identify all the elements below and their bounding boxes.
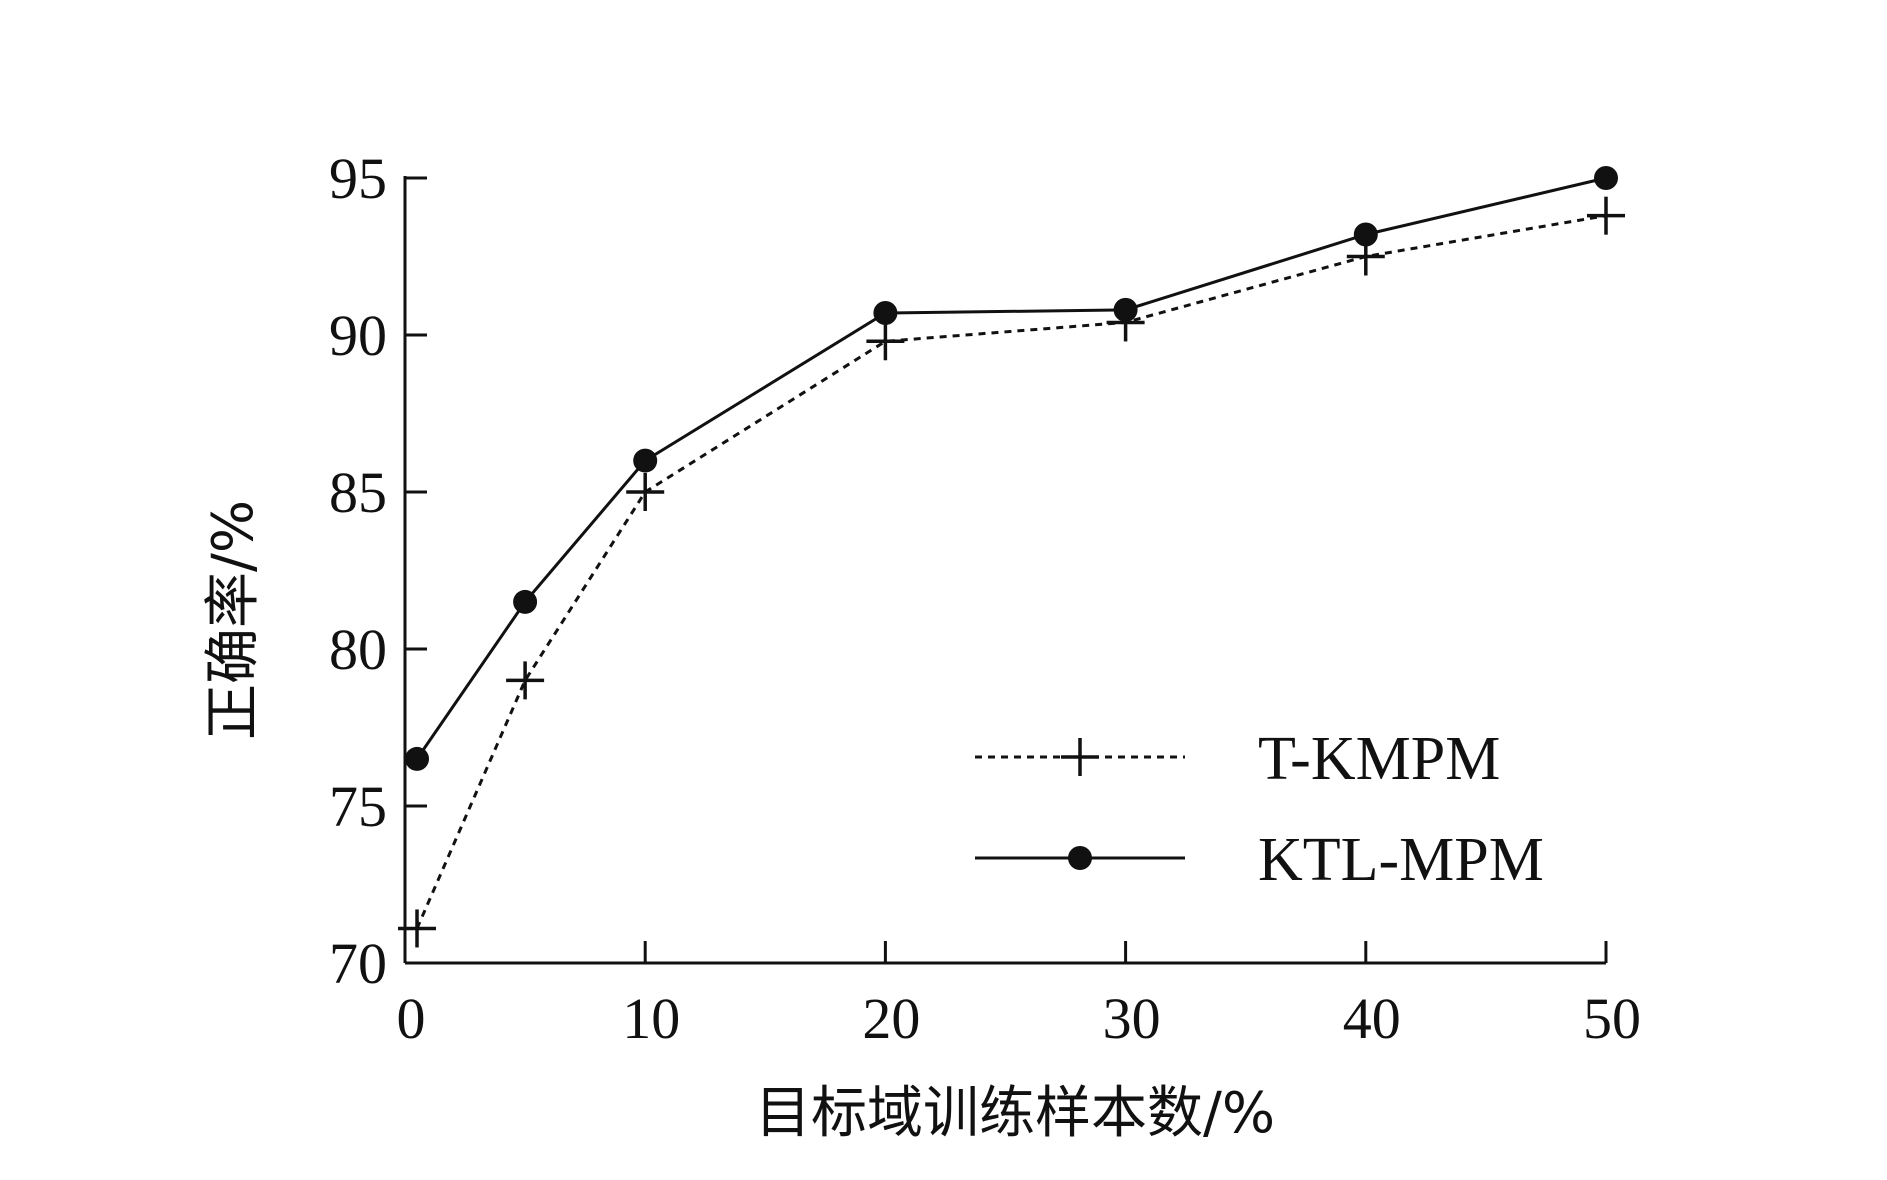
plus-marker — [1587, 196, 1625, 235]
y-tick-label: 70 — [329, 931, 387, 996]
legend-item: KTL-MPM — [975, 826, 1544, 894]
y-ticks: 70 75 80 85 90 95 — [329, 146, 427, 996]
axes — [403, 176, 1606, 965]
plus-marker — [398, 909, 437, 948]
series-line — [415, 214, 1607, 930]
y-tick-label: 75 — [329, 774, 387, 839]
x-tick-label: 40 — [1343, 986, 1401, 1051]
legend: T-KMPM KTL-MPM — [975, 725, 1544, 894]
plus-marker — [626, 473, 665, 511]
legend-label: T-KMPM — [1258, 725, 1500, 793]
x-tick-label: 0 — [397, 986, 426, 1051]
circle-marker — [513, 589, 538, 614]
series-line — [415, 176, 1607, 760]
x-axis-title: 目标域训练样本数/% — [755, 1081, 1275, 1146]
y-tick-label: 85 — [329, 460, 387, 525]
legend-circle-marker — [1068, 846, 1092, 870]
plus-marker — [866, 322, 905, 361]
circle-marker — [405, 746, 430, 771]
x-tick-label: 20 — [862, 986, 920, 1051]
circle-marker — [1113, 297, 1138, 322]
y-tick-label: 95 — [329, 146, 387, 211]
x-tick-label: 50 — [1583, 986, 1641, 1051]
circle-marker — [633, 448, 658, 473]
plus-marker — [506, 661, 545, 700]
x-tick-label: 10 — [622, 986, 680, 1051]
series-ktl-mpm — [405, 166, 1618, 771]
circle-marker — [873, 301, 898, 326]
series-t-kmpm — [398, 196, 1625, 948]
circle-marker — [1594, 166, 1618, 190]
y-tick-label: 90 — [329, 303, 387, 368]
x-ticks: 0 10 20 30 40 50 — [397, 941, 1641, 1051]
series-layer — [398, 166, 1625, 948]
legend-item: T-KMPM — [975, 725, 1500, 793]
x-tick-label: 30 — [1103, 986, 1161, 1051]
legend-label: KTL-MPM — [1258, 826, 1544, 894]
y-axis-title: 正确率/% — [201, 500, 266, 740]
y-tick-label: 80 — [329, 617, 387, 682]
legend-plus-marker — [1061, 738, 1099, 776]
circle-marker — [1353, 222, 1378, 247]
